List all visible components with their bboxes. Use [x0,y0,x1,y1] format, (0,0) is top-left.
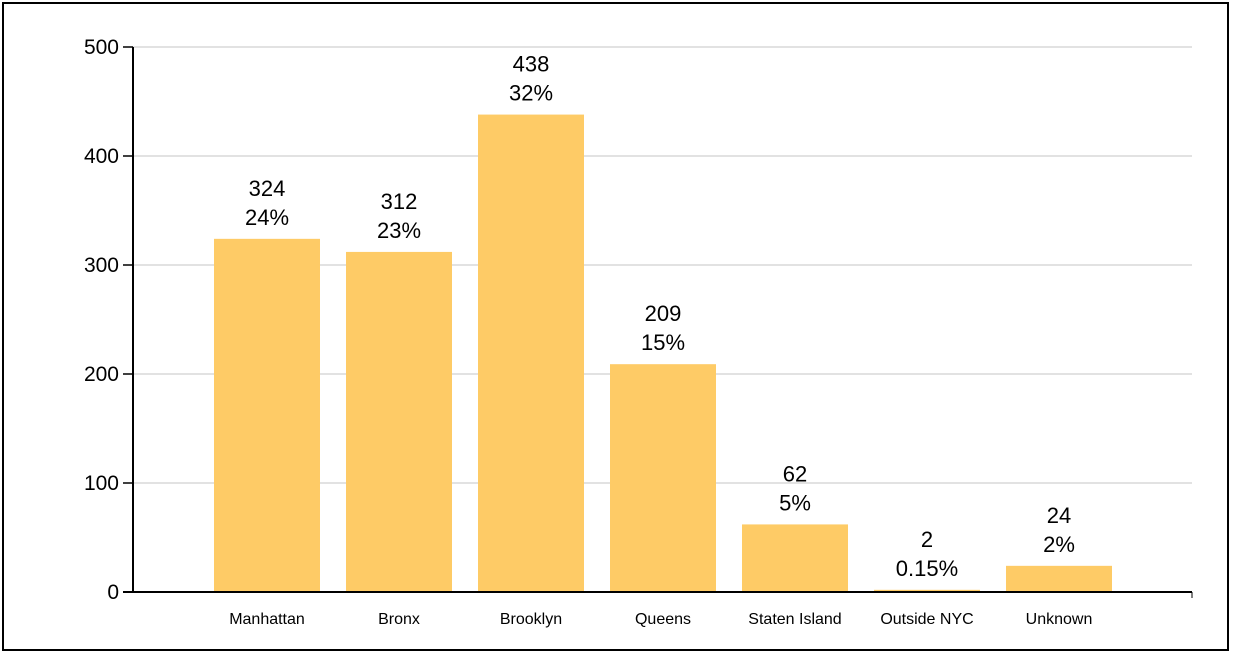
data-label-percent: 2% [1043,532,1075,557]
axes: 0 100 200 300 400 500 Manhattan Bronx Brooklyn Qu… [84,36,1193,628]
x-tick-label: Bronx [378,611,420,628]
x-tick-label: Outside NYC [880,611,973,628]
data-label-value: 2 [921,527,933,552]
y-tick-label: 200 [84,363,119,386]
data-label-value: 209 [645,301,682,326]
bar [1006,565,1112,592]
data-label-value: 324 [249,176,286,201]
bar [478,114,584,592]
bar [346,251,452,593]
data-label-percent: 0.15% [896,556,958,581]
x-tick-label: Brooklyn [500,611,562,628]
bar [214,238,320,592]
y-tick-label: 300 [84,254,119,277]
y-tick-label: 400 [84,145,119,168]
data-label-percent: 15% [641,330,685,355]
data-label-value: 438 [513,52,550,77]
data-label-value: 62 [783,461,807,486]
y-tick-label: 0 [107,581,119,604]
x-tick-label: Manhattan [229,611,305,628]
bars [214,114,1112,593]
bar [874,589,980,592]
data-label-value: 312 [381,189,418,214]
x-tick-label: Queens [635,611,691,628]
bar [742,524,848,592]
data-label-percent: 24% [245,205,289,230]
data-label-percent: 5% [779,490,811,515]
data-label-percent: 23% [377,218,421,243]
data-label-value: 24 [1047,503,1071,528]
y-tick-label: 100 [84,472,119,495]
data-labels: 324 24% 312 23% 438 32% 209 15% 62 5% 2 0.15% 24 2% [245,52,1075,581]
x-tick-label: Unknown [1026,611,1093,628]
y-tick-label: 500 [84,36,119,59]
x-tick-label: Staten Island [748,611,841,628]
data-label-percent: 32% [509,81,553,106]
bar [610,364,716,592]
